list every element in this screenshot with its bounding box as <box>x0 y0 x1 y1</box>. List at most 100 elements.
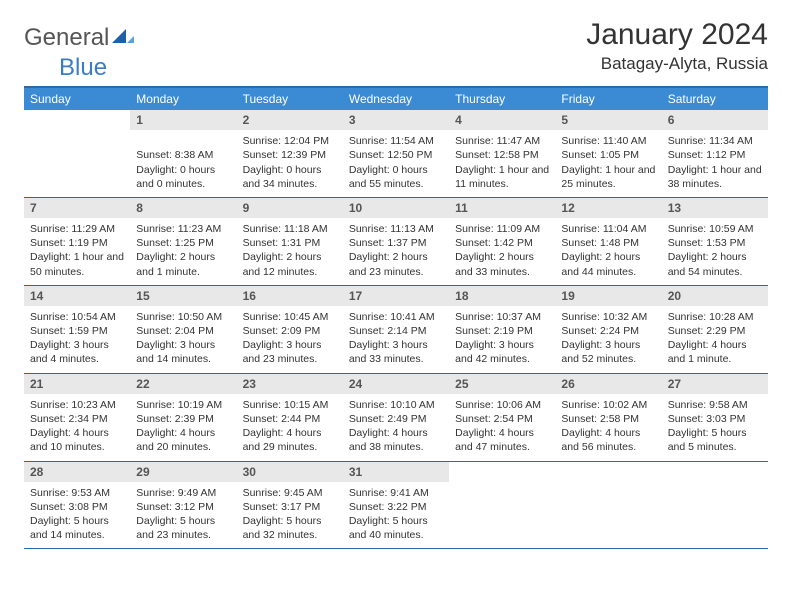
day-content: Sunrise: 10:28 AMSunset: 2:29 PMDaylight… <box>662 306 768 373</box>
day-line: Daylight: 0 hours <box>349 163 443 177</box>
day-line: Daylight: 5 hours <box>668 426 762 440</box>
day-line: Sunrise: 10:54 AM <box>30 310 124 324</box>
day-line: Daylight: 3 hours <box>30 338 124 352</box>
week-row: 28Sunrise: 9:53 AMSunset: 3:08 PMDayligh… <box>24 462 768 550</box>
day-line: Daylight: 5 hours <box>136 514 230 528</box>
day-cell: 10Sunrise: 11:13 AMSunset: 1:37 PMDaylig… <box>343 198 449 285</box>
day-cell: 21Sunrise: 10:23 AMSunset: 2:34 PMDaylig… <box>24 374 130 461</box>
day-line: and 14 minutes. <box>30 528 124 542</box>
day-line: Sunset: 2:14 PM <box>349 324 443 338</box>
day-line: and 1 minute. <box>136 265 230 279</box>
day-number: 8 <box>130 198 236 218</box>
day-number: 22 <box>130 374 236 394</box>
day-line: Daylight: 4 hours <box>455 426 549 440</box>
logo: General <box>24 18 137 52</box>
day-line: Sunrise: 11:47 AM <box>455 134 549 148</box>
day-line: Sunset: 1:25 PM <box>136 236 230 250</box>
day-cell: 8Sunrise: 11:23 AMSunset: 1:25 PMDayligh… <box>130 198 236 285</box>
day-line: Daylight: 4 hours <box>243 426 337 440</box>
day-content: Sunrise: 11:18 AMSunset: 1:31 PMDaylight… <box>237 218 343 285</box>
weekday-header: Wednesday <box>343 88 449 110</box>
day-content: Sunrise: 10:15 AMSunset: 2:44 PMDaylight… <box>237 394 343 461</box>
day-line: and 10 minutes. <box>30 440 124 454</box>
week-row: 21Sunrise: 10:23 AMSunset: 2:34 PMDaylig… <box>24 374 768 462</box>
day-number: 29 <box>130 462 236 482</box>
day-content: Sunrise: 11:09 AMSunset: 1:42 PMDaylight… <box>449 218 555 285</box>
day-line: 25 minutes. <box>561 177 655 191</box>
weekday-header-row: SundayMondayTuesdayWednesdayThursdayFrid… <box>24 88 768 110</box>
day-content: Sunset: 8:38 AMDaylight: 0 hoursand 0 mi… <box>130 130 236 197</box>
day-number: 20 <box>662 286 768 306</box>
day-line: Sunrise: 10:02 AM <box>561 398 655 412</box>
day-content <box>24 130 130 140</box>
title-block: January 2024 Batagay-Alyta, Russia <box>586 18 768 74</box>
day-line: and 32 minutes. <box>243 528 337 542</box>
day-content: Sunrise: 9:58 AMSunset: 3:03 PMDaylight:… <box>662 394 768 461</box>
day-line: Sunset: 2:09 PM <box>243 324 337 338</box>
day-line: Sunset: 2:34 PM <box>30 412 124 426</box>
day-line: and 40 minutes. <box>349 528 443 542</box>
day-number: 9 <box>237 198 343 218</box>
day-line: Daylight: 3 hours <box>561 338 655 352</box>
weekday-header: Saturday <box>662 88 768 110</box>
day-number: 28 <box>24 462 130 482</box>
day-line: and 44 minutes. <box>561 265 655 279</box>
day-content: Sunrise: 11:29 AMSunset: 1:19 PMDaylight… <box>24 218 130 285</box>
day-line: and 23 minutes. <box>349 265 443 279</box>
flag-icon <box>112 27 134 50</box>
day-line: Sunset: 2:39 PM <box>136 412 230 426</box>
day-number: 13 <box>662 198 768 218</box>
day-line: Sunset: 1:19 PM <box>30 236 124 250</box>
day-line: and 33 minutes. <box>455 265 549 279</box>
day-line: Sunrise: 9:45 AM <box>243 486 337 500</box>
day-cell: 13Sunrise: 10:59 AMSunset: 1:53 PMDaylig… <box>662 198 768 285</box>
day-content: Sunrise: 9:45 AMSunset: 3:17 PMDaylight:… <box>237 482 343 549</box>
weekday-header: Monday <box>130 88 236 110</box>
day-cell: 1 Sunset: 8:38 AMDaylight: 0 hoursand 0 … <box>130 110 236 197</box>
day-line: Daylight: 1 hour and <box>30 250 124 264</box>
weekday-header: Tuesday <box>237 88 343 110</box>
week-row: 14Sunrise: 10:54 AMSunset: 1:59 PMDaylig… <box>24 286 768 374</box>
day-content: Sunrise: 10:37 AMSunset: 2:19 PMDaylight… <box>449 306 555 373</box>
day-cell <box>449 462 555 549</box>
day-line: Sunrise: 9:58 AM <box>668 398 762 412</box>
day-line: and 14 minutes. <box>136 352 230 366</box>
day-cell: 25Sunrise: 10:06 AMSunset: 2:54 PMDaylig… <box>449 374 555 461</box>
day-line: Daylight: 3 hours <box>243 338 337 352</box>
day-line: Sunrise: 9:49 AM <box>136 486 230 500</box>
day-line: Sunrise: 10:45 AM <box>243 310 337 324</box>
day-cell: 26Sunrise: 10:02 AMSunset: 2:58 PMDaylig… <box>555 374 661 461</box>
day-line: Daylight: 4 hours <box>349 426 443 440</box>
day-number: 16 <box>237 286 343 306</box>
day-number: 4 <box>449 110 555 130</box>
day-cell: 12Sunrise: 11:04 AMSunset: 1:48 PMDaylig… <box>555 198 661 285</box>
day-line: Daylight: 1 hour and <box>561 163 655 177</box>
day-line: Sunset: 3:03 PM <box>668 412 762 426</box>
day-cell: 9Sunrise: 11:18 AMSunset: 1:31 PMDayligh… <box>237 198 343 285</box>
day-cell: 11Sunrise: 11:09 AMSunset: 1:42 PMDaylig… <box>449 198 555 285</box>
day-line: and 29 minutes. <box>243 440 337 454</box>
day-line: Sunset: 3:17 PM <box>243 500 337 514</box>
day-content: Sunrise: 11:54 AMSunset: 12:50 PMDayligh… <box>343 130 449 197</box>
day-number: 15 <box>130 286 236 306</box>
day-line: Daylight: 2 hours <box>243 250 337 264</box>
day-content <box>662 482 768 492</box>
day-content: Sunrise: 10:41 AMSunset: 2:14 PMDaylight… <box>343 306 449 373</box>
day-line: Daylight: 2 hours <box>668 250 762 264</box>
day-line: Daylight: 5 hours <box>243 514 337 528</box>
day-line: Sunset: 12:58 PM <box>455 148 549 162</box>
day-content: Sunrise: 11:47 AMSunset: 12:58 PMDayligh… <box>449 130 555 197</box>
day-line: Sunrise: 11:04 AM <box>561 222 655 236</box>
day-cell: 30Sunrise: 9:45 AMSunset: 3:17 PMDayligh… <box>237 462 343 549</box>
day-line: Daylight: 0 hours <box>136 163 230 177</box>
day-line: Sunset: 1:37 PM <box>349 236 443 250</box>
day-line: Sunset: 2:24 PM <box>561 324 655 338</box>
day-line: Sunset: 1:48 PM <box>561 236 655 250</box>
week-row: 7Sunrise: 11:29 AMSunset: 1:19 PMDayligh… <box>24 198 768 286</box>
day-line: and 54 minutes. <box>668 265 762 279</box>
day-line: 38 minutes. <box>668 177 762 191</box>
day-cell: 24Sunrise: 10:10 AMSunset: 2:49 PMDaylig… <box>343 374 449 461</box>
day-content: Sunrise: 10:59 AMSunset: 1:53 PMDaylight… <box>662 218 768 285</box>
day-line: Sunset: 8:38 AM <box>136 148 230 162</box>
day-content: Sunrise: 11:04 AMSunset: 1:48 PMDaylight… <box>555 218 661 285</box>
